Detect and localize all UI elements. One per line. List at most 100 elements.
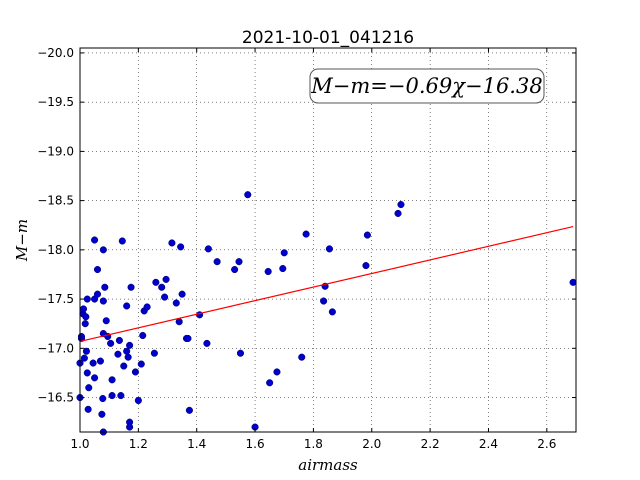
- x-tick-label: 2.6: [537, 437, 556, 451]
- data-point: [98, 410, 106, 418]
- data-point: [328, 308, 336, 316]
- data-point: [298, 353, 306, 361]
- data-point: [77, 332, 86, 341]
- y-tick-label: −18.0: [37, 243, 74, 257]
- data-point: [85, 384, 93, 392]
- chart-title: 2021-10-01_041216: [242, 28, 414, 48]
- data-point: [204, 245, 212, 253]
- data-point: [203, 339, 211, 347]
- data-point: [273, 368, 281, 376]
- data-point: [99, 394, 107, 403]
- data-point: [127, 283, 135, 291]
- data-point: [184, 334, 192, 343]
- data-point: [117, 392, 125, 400]
- data-point: [362, 262, 370, 270]
- data-point: [93, 290, 102, 298]
- y-tick-label: −18.5: [37, 194, 74, 208]
- x-tick-label: 2.2: [421, 437, 440, 451]
- data-point: [137, 360, 145, 368]
- data-point: [102, 317, 110, 325]
- data-point: [93, 265, 102, 274]
- data-point: [80, 354, 88, 362]
- data-point: [108, 376, 116, 384]
- data-point: [569, 278, 577, 286]
- data-point: [84, 405, 92, 413]
- data-point: [82, 313, 90, 321]
- y-tick-label: −17.5: [37, 292, 74, 306]
- data-point: [83, 369, 91, 377]
- x-tick-label: 1.8: [304, 437, 323, 451]
- grid-lines: [79, 48, 576, 432]
- data-point: [123, 302, 131, 310]
- y-axis-label: M−m: [13, 219, 31, 262]
- data-point: [280, 249, 288, 257]
- x-tick-labels: 1.0 1.2 1.4 1.6 1.8 2.0 2.2 2.4 2.6: [70, 437, 556, 451]
- data-point: [172, 299, 180, 307]
- data-point: [120, 362, 128, 370]
- data-point: [177, 243, 185, 251]
- axis-ticks: [79, 48, 576, 432]
- y-tick-label: −17.0: [37, 341, 74, 355]
- x-tick-label: 2.4: [479, 437, 498, 451]
- data-point: [134, 396, 142, 405]
- data-point: [124, 353, 132, 361]
- data-point: [107, 339, 115, 347]
- data-point: [394, 209, 402, 217]
- data-point: [168, 239, 176, 247]
- data-point: [91, 236, 99, 244]
- data-point: [143, 303, 151, 311]
- data-point: [79, 305, 88, 313]
- data-point: [99, 246, 107, 254]
- data-point: [123, 347, 131, 355]
- x-tick-label: 2.0: [362, 437, 381, 451]
- data-point: [161, 293, 169, 301]
- data-point: [118, 237, 126, 245]
- data-point: [325, 245, 334, 253]
- data-point: [131, 368, 139, 376]
- data-point: [266, 379, 274, 387]
- x-tick-label: 1.6: [246, 437, 265, 451]
- x-tick-label: 1.0: [70, 437, 89, 451]
- data-point: [236, 349, 245, 357]
- y-tick-labels: −16.5 −17.0 −17.5 −18.0 −18.5 −19.0 −19.5 −20.0: [37, 46, 74, 405]
- equation-box: [309, 68, 545, 104]
- x-tick-label: 1.4: [187, 437, 206, 451]
- data-point: [126, 423, 134, 431]
- data-point: [158, 283, 166, 291]
- data-point: [114, 350, 122, 358]
- data-point: [264, 267, 272, 276]
- data-point: [83, 295, 91, 303]
- y-tick-label: −16.5: [37, 391, 74, 405]
- data-point: [150, 349, 158, 357]
- data-point: [89, 359, 97, 367]
- data-point: [162, 275, 170, 283]
- data-point: [302, 230, 310, 238]
- y-tick-label: −19.0: [37, 144, 74, 158]
- data-point: [363, 231, 371, 239]
- data-point: [91, 374, 99, 382]
- data-points: [76, 191, 577, 436]
- data-point: [185, 406, 193, 414]
- data-point: [101, 283, 109, 291]
- x-tick-label: 1.2: [129, 437, 148, 451]
- x-axis-label: airmass: [298, 456, 358, 474]
- plot-frame: [79, 47, 577, 433]
- equation-annotation: M−m=−0.69χ−16.38: [310, 74, 542, 98]
- data-point: [235, 258, 243, 266]
- y-tick-label: −19.5: [37, 95, 74, 109]
- data-point: [96, 357, 104, 365]
- fit-line: [79, 226, 574, 342]
- data-point: [126, 341, 134, 349]
- data-point: [244, 191, 252, 199]
- data-point: [213, 258, 221, 266]
- data-point: [81, 320, 89, 328]
- data-point: [397, 201, 405, 209]
- data-point: [99, 297, 107, 305]
- data-point: [320, 297, 328, 305]
- data-point: [178, 290, 186, 298]
- data-point: [82, 347, 90, 355]
- data-point: [152, 278, 160, 286]
- data-point: [139, 331, 147, 340]
- y-tick-label: −20.0: [37, 46, 74, 60]
